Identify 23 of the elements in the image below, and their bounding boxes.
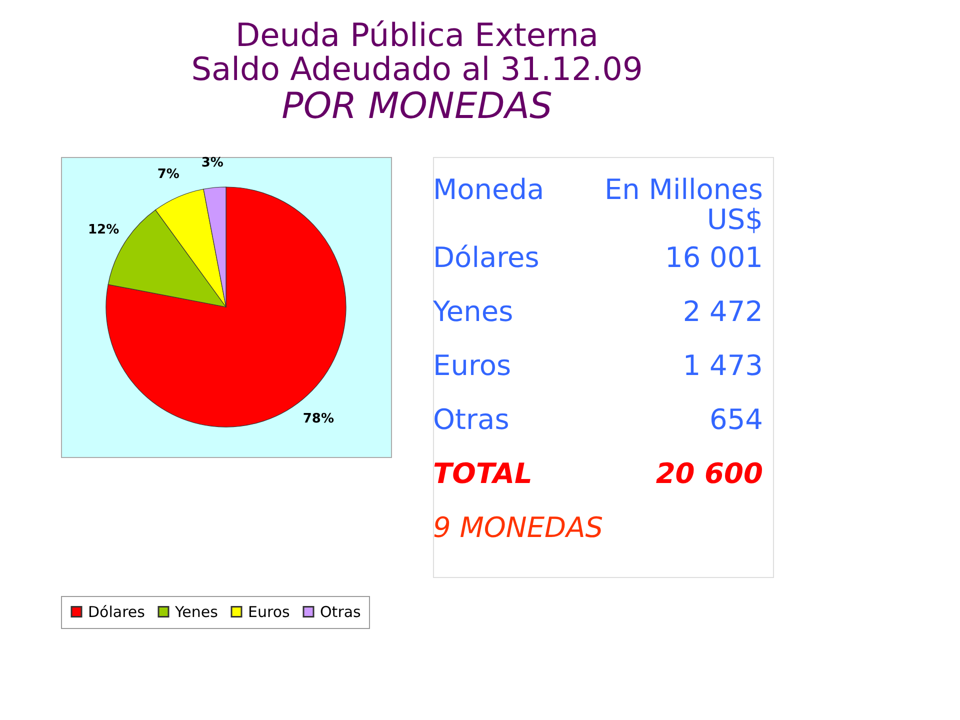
text: Euros (433, 349, 512, 382)
text: 9 MONEDAS (433, 511, 604, 544)
text: Moneda (433, 173, 544, 206)
text: 1 473 (682, 349, 763, 382)
text: Otras (433, 403, 510, 436)
legend-label: Dólares (88, 602, 146, 621)
text: En Millones US$ (604, 173, 763, 236)
legend-label: Otras (320, 602, 362, 621)
text: 16 001 (665, 241, 763, 274)
data-label: 7% (157, 166, 180, 182)
chart-title: Deuda Pública Externa Saldo Adeudado al 31.12.09 (191, 16, 643, 88)
legend-label: Euros (248, 602, 290, 621)
legend-label: Yenes (174, 602, 218, 621)
text: 2 472 (682, 295, 763, 328)
data-label: 78% (302, 412, 334, 427)
text: 654 (710, 403, 763, 436)
text: TOTAL (433, 457, 532, 490)
text: 20 600 (656, 457, 763, 490)
text: Yenes (432, 295, 514, 328)
chart-subtitle: POR MONEDAS (282, 86, 552, 128)
data-label: 3% (201, 156, 224, 171)
text: Dólares (433, 241, 540, 274)
data-label: 12% (88, 222, 120, 238)
